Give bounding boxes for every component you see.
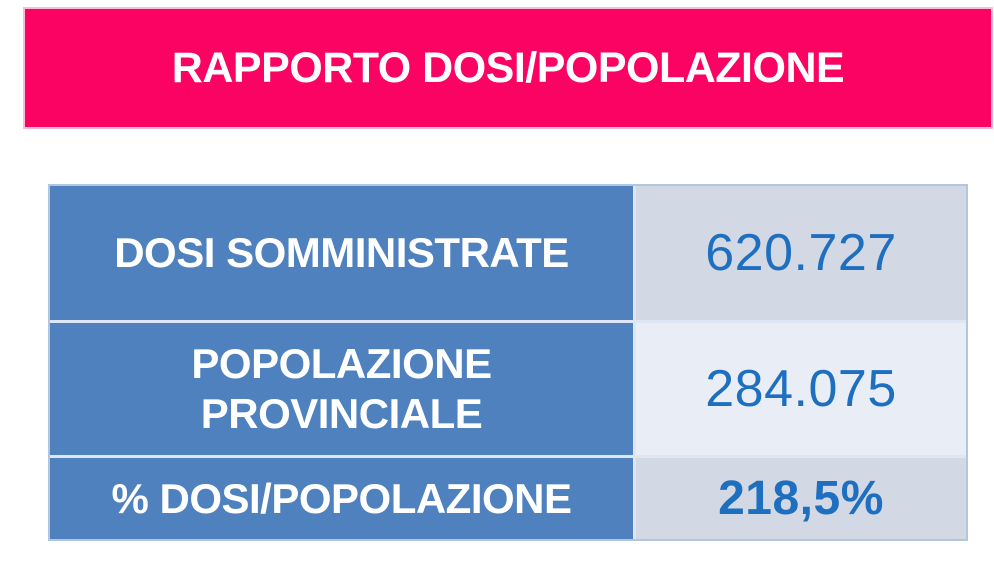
row-value-cell: 620.727 (636, 186, 966, 320)
row-value: 218,5% (718, 472, 884, 525)
row-label: % DOSI/POPOLAZIONE (111, 474, 572, 522)
table-row: POPOLAZIONE PROVINCIALE 284.075 (50, 320, 966, 455)
row-value-cell: 218,5% (636, 458, 966, 539)
row-label-cell: POPOLAZIONE PROVINCIALE (50, 323, 636, 455)
row-label: POPOLAZIONE PROVINCIALE (191, 340, 492, 437)
row-value-cell: 284.075 (636, 323, 966, 455)
table-row: % DOSI/POPOLAZIONE 218,5% (50, 455, 966, 539)
table-row: DOSI SOMMINISTRATE 620.727 (50, 186, 966, 320)
title-banner: RAPPORTO DOSI/POPOLAZIONE (23, 7, 993, 129)
row-value: 284.075 (705, 360, 897, 418)
page-title: RAPPORTO DOSI/POPOLAZIONE (171, 43, 845, 92)
row-value: 620.727 (705, 224, 897, 282)
doses-population-table: DOSI SOMMINISTRATE 620.727 POPOLAZIONE P… (48, 184, 968, 541)
row-label-cell: DOSI SOMMINISTRATE (50, 186, 636, 320)
row-label-cell: % DOSI/POPOLAZIONE (50, 458, 636, 539)
row-label: DOSI SOMMINISTRATE (114, 229, 569, 277)
